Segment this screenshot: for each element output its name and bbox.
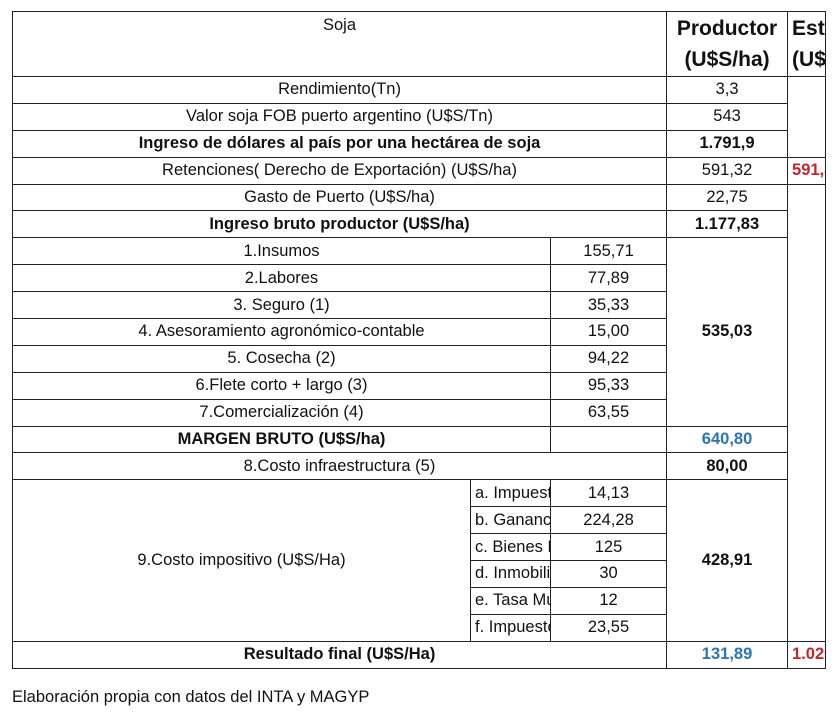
cost-value: 77,89 — [549, 264, 668, 293]
table-row: Ingreso de dólares al país por una hectá… — [11, 129, 826, 158]
costos-total: 535,03 — [666, 237, 789, 427]
tax-label: b. Ganancia (6) — [470, 506, 551, 535]
cost-value: 155,71 — [549, 237, 668, 266]
gasto-puerto-value: 22,75 — [666, 183, 789, 212]
tax-label: d. Inmobiliario Provincial — [470, 560, 551, 588]
productor-header: Productor (U$S/ha) — [666, 11, 789, 77]
table-row: e. Tasa Municipal 12 — [13, 586, 826, 615]
tax-label: a. Impuesto al cheque — [470, 479, 551, 508]
tax-value: 30 — [549, 560, 668, 588]
estado-empty — [787, 103, 826, 131]
retenciones-label: Retenciones( Derecho de Exportación) (U$… — [11, 156, 668, 185]
costo-impositivo-productor: 428,91 — [666, 479, 789, 642]
margen-bruto-empty — [549, 425, 668, 454]
cost-label: 5. Cosecha (2) — [12, 344, 551, 373]
tax-value: 12 — [549, 586, 668, 615]
table-row: 6.Flete corto + largo (3) 95,33 — [12, 371, 826, 400]
table-row: MARGEN BRUTO (U$S/ha) 640,80 — [12, 425, 826, 454]
valor-soja-value: 543 — [666, 102, 789, 131]
ingreso-dolares-label: Ingreso de dólares al país por una hectá… — [11, 129, 668, 158]
estado-header: Estado (U$S/ha) — [787, 11, 826, 77]
tax-value: 224,28 — [549, 506, 668, 535]
table-row: c. Bienes Personales (7) 125 — [13, 533, 826, 562]
tax-label: f. Impuesto Ingreso Bruto(8) — [470, 613, 551, 642]
estado-empty — [787, 130, 826, 158]
valor-soja-label: Valor soja FOB puerto argentino (U$S/Tn) — [11, 102, 668, 131]
resultado-final-productor: 131,89 — [666, 640, 789, 669]
table-row: Rendimiento(Tn) 3,3 — [11, 76, 826, 104]
costo-infra-label: 8.Costo infraestructura (5) — [11, 452, 668, 481]
tax-value: 14,13 — [549, 479, 668, 508]
tax-value: 23,55 — [549, 613, 668, 642]
table-row: Retenciones( Derecho de Exportación) (U$… — [11, 156, 826, 185]
table-row: Resultado final (U$S/Ha) 131,89 1.020,23 — [11, 640, 826, 669]
costo-impositivo-text: 9.Costo impositivo (U$S/Ha) — [137, 551, 346, 570]
costo-impositivo-label: 9.Costo impositivo (U$S/Ha) — [12, 479, 471, 642]
table-title: Soja — [11, 11, 668, 77]
header-row: Soja Productor (U$S/ha) Estado (U$S/ha) — [11, 11, 826, 77]
table-row: Gasto de Puerto (U$S/ha) 22,75 — [11, 183, 826, 642]
ingreso-bruto-value: 1.177,83 — [666, 210, 789, 239]
margen-bruto-label: MARGEN BRUTO (U$S/ha) — [12, 425, 551, 454]
cost-label: 4. Asesoramiento agronómico-contable — [12, 318, 551, 346]
cost-label: 3. Seguro (1) — [12, 291, 551, 320]
table-row: 7.Comercialización (4) 63,55 — [12, 398, 826, 427]
table-row: 9.Costo impositivo (U$S/Ha) a. Impuesto … — [12, 479, 826, 642]
cost-label: 1.Insumos — [12, 237, 551, 266]
table-row: 1.Insumos 155,71 535,03 — [12, 237, 826, 427]
retenciones-productor: 591,32 — [666, 156, 789, 185]
table-row: 3. Seguro (1) 35,33 — [12, 291, 826, 320]
cost-label: 6.Flete corto + largo (3) — [12, 371, 551, 400]
tax-label: c. Bienes Personales (7) — [470, 533, 551, 562]
ingreso-dolares-value: 1.791,9 — [666, 129, 789, 158]
margen-bruto-value: 640,80 — [666, 425, 789, 454]
table-row: 8.Costo infraestructura (5) 80,00 — [11, 452, 826, 481]
cost-value: 35,33 — [549, 291, 668, 320]
resultado-final-estado: 1.020,23 — [787, 640, 826, 669]
retenciones-estado: 591,32 — [787, 156, 826, 185]
soja-cost-table: Soja Productor (U$S/ha) Estado (U$S/ha) … — [11, 11, 826, 669]
table-row: Valor soja FOB puerto argentino (U$S/Tn)… — [11, 102, 826, 131]
cost-label: 2.Labores — [12, 264, 551, 293]
rendimiento-value: 3,3 — [666, 76, 789, 104]
source-footnote: Elaboración propia con datos del INTA y … — [12, 688, 370, 706]
cost-value: 94,22 — [549, 344, 668, 373]
cost-value: 63,55 — [549, 398, 668, 427]
ingreso-bruto-label: Ingreso bruto productor (U$S/ha) — [11, 210, 668, 239]
table-row: 4. Asesoramiento agronómico-contable 15,… — [12, 318, 826, 346]
cost-value: 15,00 — [549, 318, 668, 346]
estado-empty — [787, 76, 826, 104]
estado-empty-block — [787, 183, 826, 642]
tax-label: e. Tasa Municipal — [470, 586, 551, 615]
cost-label: 7.Comercialización (4) — [12, 398, 551, 427]
costo-infra-value: 80,00 — [666, 452, 789, 481]
table-row: Ingreso bruto productor (U$S/ha) 1.177,8… — [11, 210, 826, 239]
resultado-final-label: Resultado final (U$S/Ha) — [11, 640, 668, 669]
cost-value: 95,33 — [549, 371, 668, 400]
table-row: 2.Labores 77,89 — [12, 264, 826, 293]
rendimiento-label: Rendimiento(Tn) — [11, 76, 668, 104]
table-row: b. Ganancia (6) 224,28 — [13, 506, 826, 535]
gasto-puerto-label: Gasto de Puerto (U$S/ha) — [11, 183, 668, 212]
table-row: 5. Cosecha (2) 94,22 — [12, 344, 826, 373]
tax-value: 125 — [549, 533, 668, 562]
